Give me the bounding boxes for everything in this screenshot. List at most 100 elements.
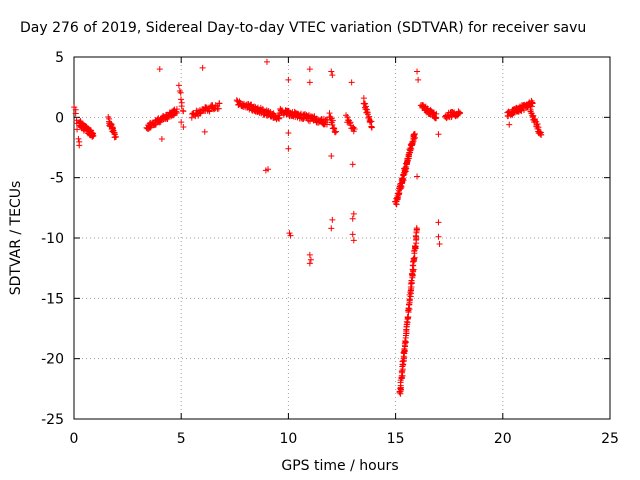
data-point [435,131,442,138]
data-point [529,99,536,106]
x-tick-label: 10 [279,431,297,447]
data-point [90,132,97,139]
data-point [206,108,213,115]
data-point [349,215,356,222]
data-point [74,126,81,133]
data-point [285,76,292,83]
data-point [287,232,294,239]
x-tick-label: 0 [70,431,79,447]
data-point [89,132,96,139]
data-point [328,152,335,159]
data-point [349,161,356,168]
data-point [216,100,223,107]
data-point [329,216,336,223]
data-points [71,58,545,397]
data-point [506,121,513,128]
data-point [396,389,403,396]
y-tick-label: 0 [55,110,64,126]
data-point [344,113,351,120]
data-point [348,79,355,86]
x-axis-label: GPS time / hours [281,458,398,474]
axis-ticks [73,56,611,420]
data-point [433,110,440,117]
data-point [75,135,82,142]
data-point [436,241,443,248]
data-point [112,133,119,140]
data-point [407,284,414,291]
data-point [201,128,208,135]
data-point [333,128,340,135]
data-point [366,113,373,120]
data-point [362,100,369,107]
data-point [156,66,163,73]
data-point [108,120,115,127]
data-point [414,68,421,75]
data-point [306,251,313,258]
data-point [177,96,184,103]
data-point [411,250,418,257]
data-point [331,125,338,132]
y-tick-labels: 5 0 -5 -10 -15 -20 -25 [41,50,64,428]
data-point [350,237,357,244]
data-point [330,124,337,131]
data-point [435,219,442,226]
data-point [263,58,270,65]
data-point [173,110,180,117]
y-tick-label: -20 [41,352,64,368]
data-point [233,97,240,104]
data-point [199,64,206,71]
x-tick-label: 5 [177,431,186,447]
y-axis-label: SDTVAR / TECUs [8,181,24,296]
y-tick-label: -25 [41,412,64,428]
data-point [363,103,370,110]
chart-title: Day 276 of 2019, Sidereal Day-to-day VTE… [20,20,586,36]
x-tick-labels: 0 5 10 15 20 25 [70,431,619,447]
data-point [285,130,292,137]
data-point [435,233,442,240]
data-point [110,125,117,132]
grid-lines [74,57,610,419]
data-point [363,106,370,113]
data-point [307,256,314,263]
y-tick-label: -15 [41,291,64,307]
data-point [180,123,187,130]
data-point [410,255,417,262]
data-point [415,76,422,83]
x-tick-label: 25 [601,431,619,447]
data-point [399,372,406,379]
data-point [306,260,313,267]
data-point [175,82,182,89]
data-point [306,79,313,86]
data-point [76,142,83,149]
data-point [197,110,204,117]
data-point [538,131,545,138]
data-point [404,314,411,321]
data-point [205,107,212,114]
data-point [215,105,222,112]
data-point [350,210,357,217]
data-point [177,89,184,96]
data-point [329,121,336,128]
x-tick-label: 15 [387,431,405,447]
data-point [414,173,421,180]
data-point [409,141,416,148]
data-point [178,103,185,110]
data-point [328,68,335,75]
y-tick-label: 5 [55,50,64,66]
data-point [285,145,292,152]
data-point [408,277,415,284]
data-point [368,124,375,131]
data-point [349,231,356,238]
y-tick-label: -10 [41,231,64,247]
data-point [401,340,408,347]
data-point [403,318,410,325]
data-point [72,110,79,117]
data-point [165,114,172,121]
data-point [157,118,164,125]
data-point [367,119,374,126]
data-point [265,166,272,173]
data-point [399,358,406,365]
data-point [328,225,335,232]
data-point [413,225,420,232]
